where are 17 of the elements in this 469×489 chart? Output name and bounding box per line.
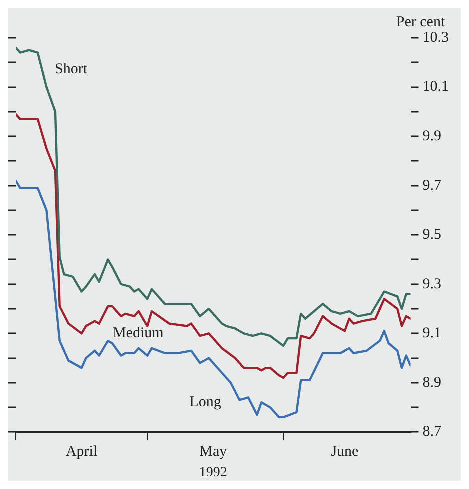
series-label: Medium xyxy=(112,326,164,342)
x-tick-label: May xyxy=(200,444,228,460)
x-tick-label: April xyxy=(66,444,98,460)
y-tick-label: 9.1 xyxy=(422,326,442,342)
y-tick-label: 10.3 xyxy=(422,30,449,46)
x-axis-title: 1992 xyxy=(199,465,228,480)
x-tick-label: June xyxy=(331,444,360,460)
y-tick-label: 9.3 xyxy=(422,276,442,292)
series-label: Short xyxy=(55,61,88,78)
y-tick-label: 8.9 xyxy=(422,374,442,391)
y-tick-label: 10.1 xyxy=(422,79,449,96)
series-label: Long xyxy=(190,394,222,411)
y-axis-title: Per cent xyxy=(396,14,446,30)
y-tick-label: 9.5 xyxy=(422,227,442,244)
y-tick-label: 9.9 xyxy=(422,128,442,144)
y-tick-label: 9.7 xyxy=(422,178,442,194)
y-tick-label: 8.7 xyxy=(422,424,442,440)
